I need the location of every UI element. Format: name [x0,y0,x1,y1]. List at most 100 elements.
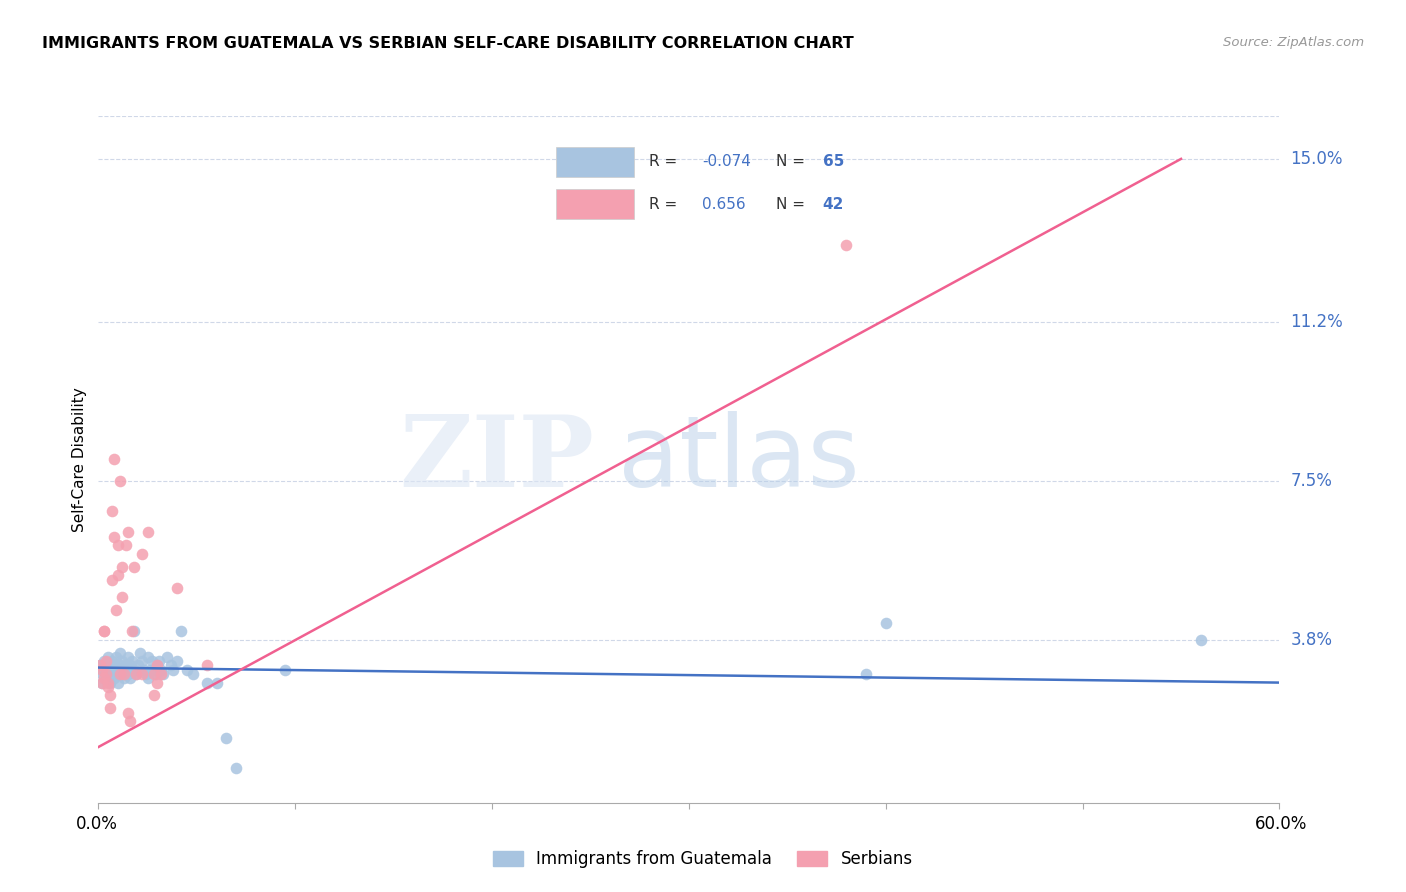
Point [108,646,131,660]
Point [225,761,247,775]
Point [93,624,115,639]
Text: atlas: atlas [619,411,859,508]
Point [195,658,218,673]
Point [93,654,115,668]
Point [141,654,163,668]
Point [122,624,145,639]
Point [105,602,128,616]
Point [105,663,128,677]
Point [89,658,111,673]
Point [195,675,218,690]
Point [150,667,173,681]
Point [274,663,297,677]
Point [166,654,188,668]
Point [156,649,179,664]
Point [107,568,129,582]
Text: R =: R = [650,197,688,211]
Point [170,624,193,639]
Point [101,654,124,668]
Point [93,663,115,677]
Point [98,675,121,690]
Point [101,573,124,587]
Point [108,474,131,488]
Point [136,525,159,540]
Text: IMMIGRANTS FROM GUATEMALA VS SERBIAN SELF-CARE DISABILITY CORRELATION CHART: IMMIGRANTS FROM GUATEMALA VS SERBIAN SEL… [42,36,853,51]
Text: 7.5%: 7.5% [1291,472,1333,490]
Point [152,667,174,681]
Point [103,671,125,685]
Point [112,667,135,681]
Point [98,689,121,703]
Point [125,667,148,681]
Point [89,658,111,673]
Point [117,706,139,720]
Text: R =: R = [650,154,682,169]
Point [181,667,204,681]
Point [111,654,134,668]
Text: N =: N = [776,154,810,169]
Point [117,525,139,540]
Point [875,615,897,630]
FancyBboxPatch shape [557,147,634,177]
Point [107,538,129,552]
Point [118,714,141,729]
Point [115,538,138,552]
Text: 65: 65 [823,154,844,169]
Point [128,646,150,660]
Point [121,624,143,639]
Point [108,667,131,681]
Point [91,667,114,681]
Point [135,667,157,681]
Point [117,667,139,681]
Point [107,675,129,690]
Text: 15.0%: 15.0% [1291,150,1343,168]
Point [122,663,145,677]
Point [205,675,228,690]
Text: -0.074: -0.074 [702,154,751,169]
Text: Source: ZipAtlas.com: Source: ZipAtlas.com [1223,36,1364,49]
Text: 11.2%: 11.2% [1291,313,1343,331]
Point [103,658,125,673]
Point [132,663,155,677]
Y-axis label: Self-Care Disability: Self-Care Disability [72,387,87,532]
Point [176,663,198,677]
Point [121,654,143,668]
Point [103,452,125,467]
Point [93,624,115,639]
Point [115,658,138,673]
Point [125,667,148,681]
Point [166,581,188,595]
Point [96,658,118,673]
Point [112,667,135,681]
Point [145,667,167,681]
Point [98,701,121,715]
Point [215,731,238,746]
Point [122,559,145,574]
Point [127,658,149,673]
Point [136,649,159,664]
Point [142,667,165,681]
Point [142,689,165,703]
Text: 60.0%: 60.0% [1254,815,1306,833]
Point [835,237,858,252]
Text: 0.0%: 0.0% [76,815,118,833]
Point [91,675,114,690]
Point [93,671,115,685]
Point [138,663,160,677]
Point [96,671,118,685]
Point [146,675,169,690]
Point [1189,632,1212,647]
Point [131,654,153,668]
Text: 3.8%: 3.8% [1291,631,1333,648]
Point [98,667,121,681]
Point [111,590,134,604]
Point [131,547,153,561]
Text: N =: N = [776,197,810,211]
Point [97,680,120,694]
Text: 42: 42 [823,197,844,211]
Point [97,675,120,690]
Point [146,658,169,673]
Point [162,663,184,677]
Point [150,663,173,677]
Point [146,658,169,673]
